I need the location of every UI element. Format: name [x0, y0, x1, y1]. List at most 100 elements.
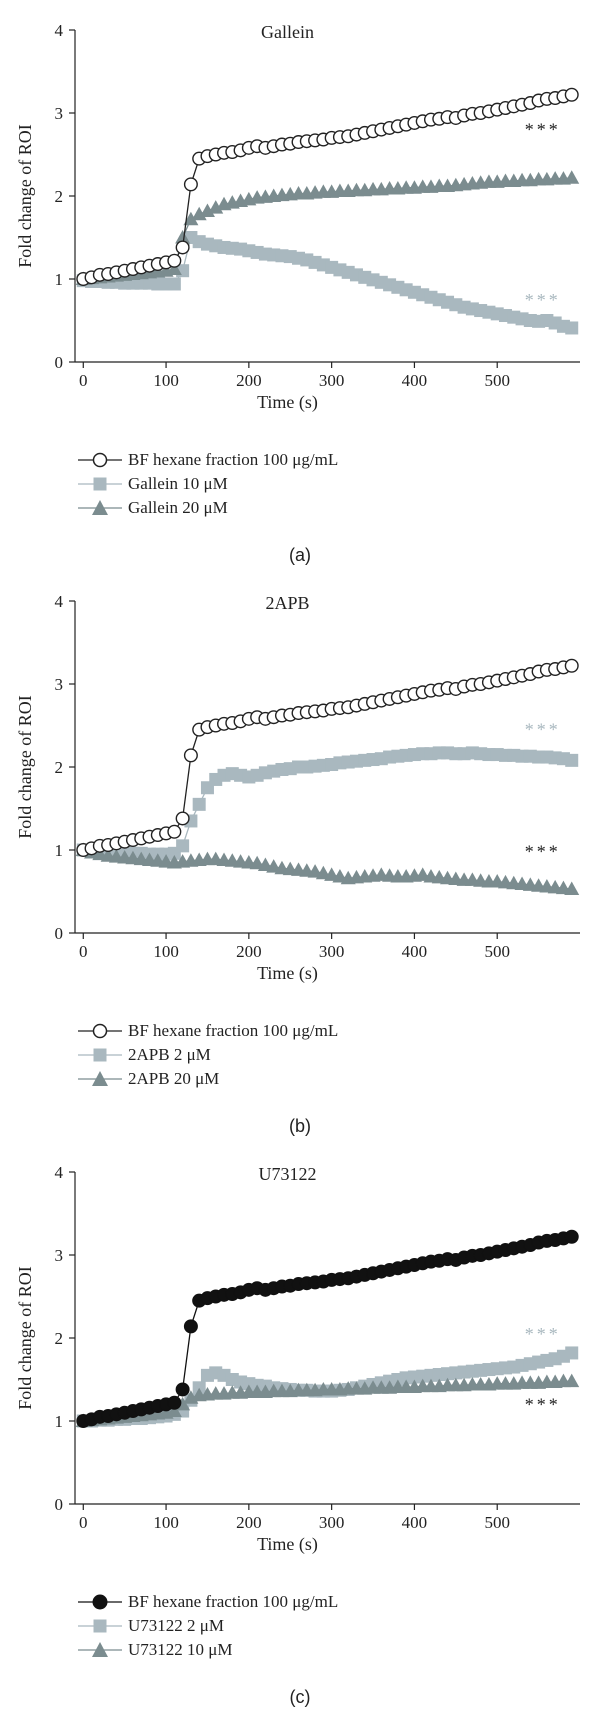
chart-panel-u73122: 0 1 2 3 4 0 100 200 300 400 500 Time (s) Fold change… — [0, 1142, 600, 1712]
chart-svg: 0 1 2 3 4 0 100 200 300 400 500 Time (s) Fold change… — [15, 592, 580, 984]
x-tick-label: 300 — [319, 1513, 345, 1532]
data-point — [175, 811, 190, 826]
series-triangle — [75, 842, 580, 896]
data-point — [167, 277, 181, 291]
data-point — [176, 839, 190, 853]
square-marker-icon — [78, 477, 122, 491]
data-point — [564, 1229, 579, 1244]
data-point — [565, 321, 579, 335]
data-point — [166, 1403, 182, 1418]
x-tick-label: 200 — [236, 1513, 262, 1532]
chart-title: U73122 — [259, 1164, 317, 1184]
x-axis-label: Time (s) — [257, 963, 318, 984]
data-point — [564, 87, 579, 102]
significance-annotation: *** — [525, 842, 561, 862]
y-tick-label: 4 — [55, 592, 64, 611]
series-triangle — [75, 1373, 580, 1427]
significance-annotation: *** — [525, 120, 561, 140]
legend-label: U73122 10 μM — [128, 1640, 233, 1659]
x-tick-label: 0 — [79, 1513, 88, 1532]
data-point — [183, 211, 199, 226]
x-tick-label: 100 — [153, 1513, 179, 1532]
data-point — [183, 748, 198, 763]
legend-label: BF hexane fraction 100 μg/mL — [128, 450, 339, 469]
figure-caption: (b) — [289, 1116, 311, 1136]
data-point — [564, 881, 580, 896]
data-point — [565, 1346, 579, 1360]
square-marker-icon — [78, 1619, 122, 1633]
data-point — [192, 797, 206, 811]
chart-panel-2apb: 0 1 2 3 4 0 100 200 300 400 500 Time (s) Fold change… — [0, 571, 600, 1141]
y-tick-label: 0 — [55, 1495, 64, 1514]
x-tick-label: 0 — [79, 371, 88, 390]
data-point — [564, 170, 580, 184]
y-axis-label: Fold change of ROI — [15, 695, 35, 838]
x-axis-label: Time (s) — [257, 1534, 318, 1555]
y-tick-label: 1 — [55, 270, 64, 289]
chart-panel-gallein: 0 1 2 3 4 0 100 200 300 400 500 Time (s) Fold change… — [0, 0, 600, 570]
open-circle-marker-icon — [78, 1023, 122, 1039]
x-tick-label: 100 — [153, 942, 179, 961]
legend-label: Gallein 20 μM — [128, 498, 228, 517]
significance-annotation: *** — [525, 290, 561, 310]
significance-annotation: *** — [525, 720, 561, 740]
y-tick-label: 3 — [55, 104, 64, 123]
data-point — [183, 177, 198, 192]
y-tick-label: 0 — [55, 353, 64, 372]
legend-label: BF hexane fraction 100 μg/mL — [128, 1021, 339, 1040]
data-point — [564, 1373, 580, 1388]
series-filled-circle — [76, 1229, 579, 1428]
y-tick-label: 1 — [55, 1412, 64, 1431]
y-tick-label: 4 — [55, 1163, 64, 1182]
figure-caption: (c) — [289, 1687, 311, 1707]
data-point — [166, 261, 182, 276]
chart-title: Gallein — [261, 22, 314, 42]
x-tick-label: 300 — [319, 942, 345, 961]
y-tick-label: 1 — [55, 841, 64, 860]
y-tick-label: 4 — [55, 21, 64, 40]
y-tick-label: 2 — [55, 758, 64, 777]
series-open-circle — [76, 658, 579, 858]
chart-svg: 0 1 2 3 4 0 100 200 300 400 500 Time (s) Fold change… — [15, 1163, 580, 1555]
x-tick-label: 500 — [484, 371, 510, 390]
open-circle-marker-icon — [78, 452, 122, 468]
x-tick-label: 100 — [153, 371, 179, 390]
filled-circle-marker-icon — [78, 1594, 122, 1610]
y-tick-label: 3 — [55, 1246, 64, 1265]
y-tick-label: 3 — [55, 675, 64, 694]
data-point — [167, 824, 182, 839]
y-axis-label: Fold change of ROI — [15, 124, 35, 267]
significance-annotation: *** — [525, 1394, 561, 1414]
x-tick-label: 500 — [484, 1513, 510, 1532]
triangle-marker-icon — [78, 500, 122, 515]
legend-label: 2APB 20 μM — [128, 1069, 220, 1088]
legend-label: U73122 2 μM — [128, 1616, 225, 1635]
y-tick-label: 0 — [55, 924, 64, 943]
triangle-marker-icon — [78, 1071, 122, 1086]
data-point — [175, 240, 190, 255]
chart-title: 2APB — [265, 593, 309, 613]
series-square — [76, 746, 579, 861]
x-tick-label: 200 — [236, 942, 262, 961]
data-point — [167, 1395, 182, 1410]
data-point — [565, 753, 579, 767]
x-tick-label: 400 — [402, 1513, 428, 1532]
data-point — [175, 1382, 190, 1397]
series-open-circle — [76, 87, 579, 287]
data-point — [564, 658, 579, 673]
legend-label: Gallein 10 μM — [128, 474, 228, 493]
y-tick-label: 2 — [55, 187, 64, 206]
x-tick-label: 300 — [319, 371, 345, 390]
legend-label: BF hexane fraction 100 μg/mL — [128, 1592, 339, 1611]
significance-annotation: *** — [525, 1324, 561, 1344]
x-tick-label: 500 — [484, 942, 510, 961]
chart-svg: 0 1 2 3 4 0 100 200 300 400 500 Time (s) Fold change… — [15, 21, 580, 413]
x-tick-label: 200 — [236, 371, 262, 390]
legend-label: 2APB 2 μM — [128, 1045, 211, 1064]
triangle-marker-icon — [78, 1642, 122, 1657]
data-point — [183, 1319, 198, 1334]
figure-caption: (a) — [289, 545, 311, 565]
x-tick-label: 0 — [79, 942, 88, 961]
data-point — [175, 230, 191, 244]
x-axis-label: Time (s) — [257, 392, 318, 413]
